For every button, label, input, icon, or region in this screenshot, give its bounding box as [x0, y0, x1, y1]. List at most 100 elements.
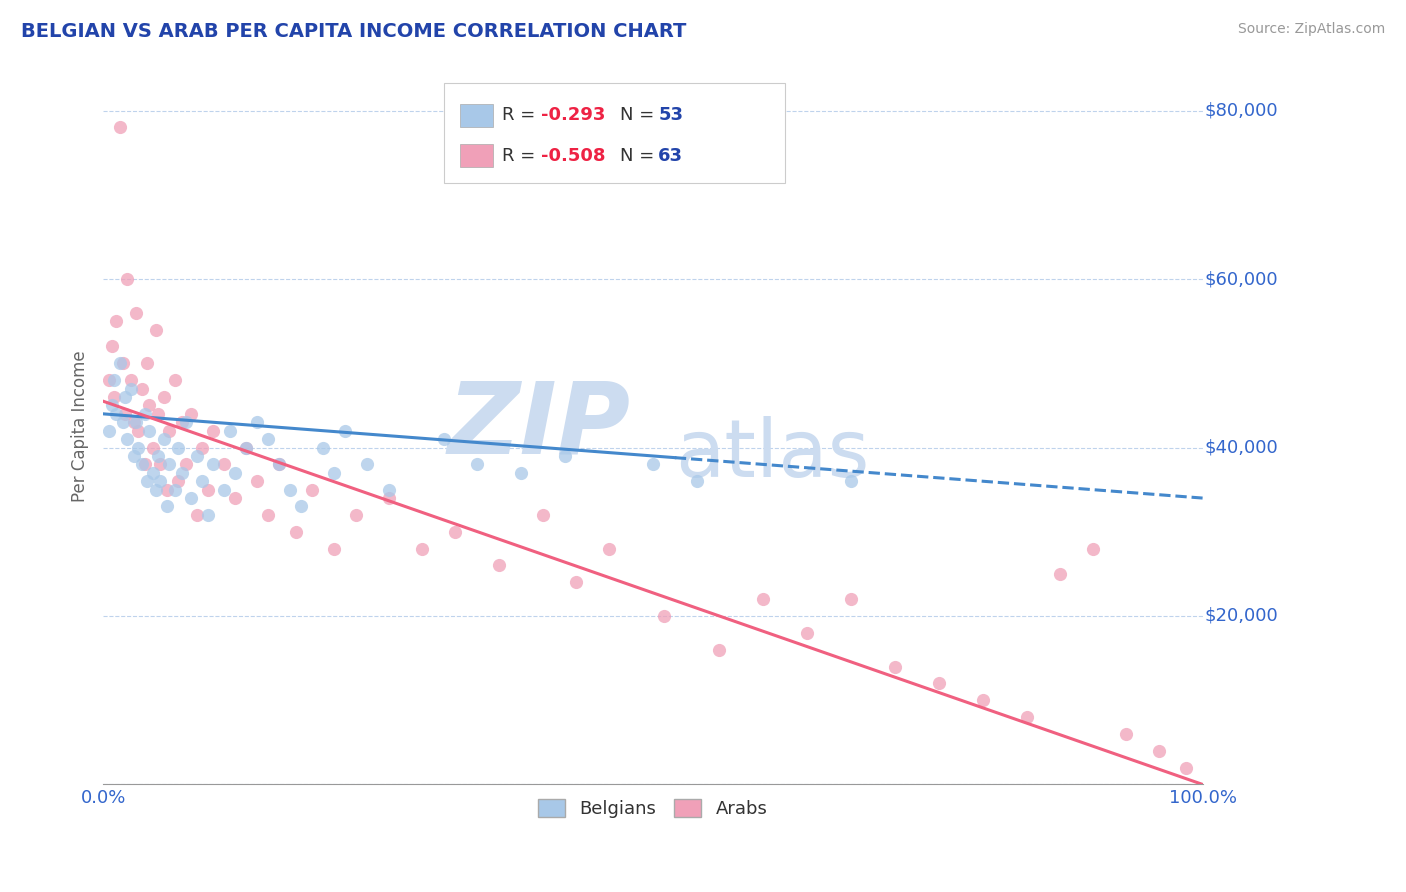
Point	[433, 432, 456, 446]
Point	[598, 541, 620, 556]
Point	[125, 306, 148, 320]
Point	[152, 432, 174, 446]
Point	[378, 483, 401, 497]
Point	[1175, 761, 1198, 775]
Point	[167, 474, 190, 488]
Point	[246, 474, 269, 488]
Point	[212, 458, 235, 472]
Point	[117, 272, 139, 286]
Point	[156, 500, 179, 514]
Point	[312, 441, 335, 455]
Point	[444, 524, 467, 539]
Point	[136, 356, 159, 370]
Point	[134, 458, 156, 472]
Point	[149, 474, 172, 488]
Point	[120, 373, 142, 387]
Point	[1015, 710, 1038, 724]
Point	[333, 424, 356, 438]
Point	[101, 399, 124, 413]
Text: Source: ZipAtlas.com: Source: ZipAtlas.com	[1237, 22, 1385, 37]
Point	[796, 625, 818, 640]
Point	[323, 541, 346, 556]
Point	[125, 415, 148, 429]
FancyBboxPatch shape	[444, 83, 785, 183]
Point	[686, 474, 709, 488]
Text: 53: 53	[658, 106, 683, 124]
Point	[257, 432, 280, 446]
Point	[928, 676, 950, 690]
Point	[142, 441, 165, 455]
Text: $40,000: $40,000	[1205, 439, 1278, 457]
Point	[344, 508, 367, 522]
Point	[103, 390, 125, 404]
Point	[156, 483, 179, 497]
Text: $80,000: $80,000	[1205, 102, 1278, 120]
Point	[972, 693, 994, 707]
Text: BELGIAN VS ARAB PER CAPITA INCOME CORRELATION CHART: BELGIAN VS ARAB PER CAPITA INCOME CORREL…	[21, 22, 686, 41]
Point	[149, 458, 172, 472]
Point	[554, 449, 576, 463]
Point	[134, 407, 156, 421]
Point	[111, 415, 134, 429]
Point	[224, 491, 246, 505]
Point	[191, 441, 214, 455]
FancyBboxPatch shape	[460, 103, 494, 127]
Point	[197, 508, 219, 522]
Point	[152, 390, 174, 404]
Point	[101, 339, 124, 353]
Point	[267, 458, 290, 472]
Text: 63: 63	[658, 147, 683, 165]
Point	[105, 314, 128, 328]
Text: -0.293: -0.293	[541, 106, 605, 124]
Point	[197, 483, 219, 497]
Point	[108, 120, 131, 135]
Point	[202, 458, 225, 472]
Point	[157, 458, 180, 472]
Point	[163, 483, 186, 497]
Point	[652, 609, 675, 624]
Point	[531, 508, 554, 522]
Text: ZIP: ZIP	[449, 378, 631, 475]
Point	[138, 424, 160, 438]
Point	[111, 356, 134, 370]
Point	[839, 474, 862, 488]
FancyBboxPatch shape	[460, 145, 494, 168]
Point	[356, 458, 378, 472]
Text: R =: R =	[502, 147, 541, 165]
Point	[97, 373, 120, 387]
Point	[411, 541, 433, 556]
Legend: Belgians, Arabs: Belgians, Arabs	[530, 792, 775, 825]
Point	[157, 424, 180, 438]
Point	[246, 415, 269, 429]
Point	[752, 592, 775, 607]
Point	[235, 441, 257, 455]
Point	[323, 466, 346, 480]
Point	[186, 508, 208, 522]
Point	[202, 424, 225, 438]
Text: $20,000: $20,000	[1205, 607, 1278, 625]
Text: atlas: atlas	[675, 416, 869, 494]
Point	[378, 491, 401, 505]
Point	[120, 382, 142, 396]
Text: -0.508: -0.508	[541, 147, 605, 165]
Point	[97, 424, 120, 438]
Point	[114, 407, 136, 421]
Point	[641, 458, 664, 472]
Point	[301, 483, 323, 497]
Point	[146, 407, 169, 421]
Point	[138, 399, 160, 413]
Point	[278, 483, 301, 497]
Point	[212, 483, 235, 497]
Point	[122, 415, 145, 429]
Point	[1147, 744, 1170, 758]
Point	[235, 441, 257, 455]
Point	[105, 407, 128, 421]
Point	[174, 458, 197, 472]
Point	[839, 592, 862, 607]
Point	[883, 659, 905, 673]
Text: R =: R =	[502, 106, 541, 124]
Point	[131, 458, 153, 472]
Point	[172, 415, 194, 429]
Point	[117, 432, 139, 446]
Point	[465, 458, 488, 472]
